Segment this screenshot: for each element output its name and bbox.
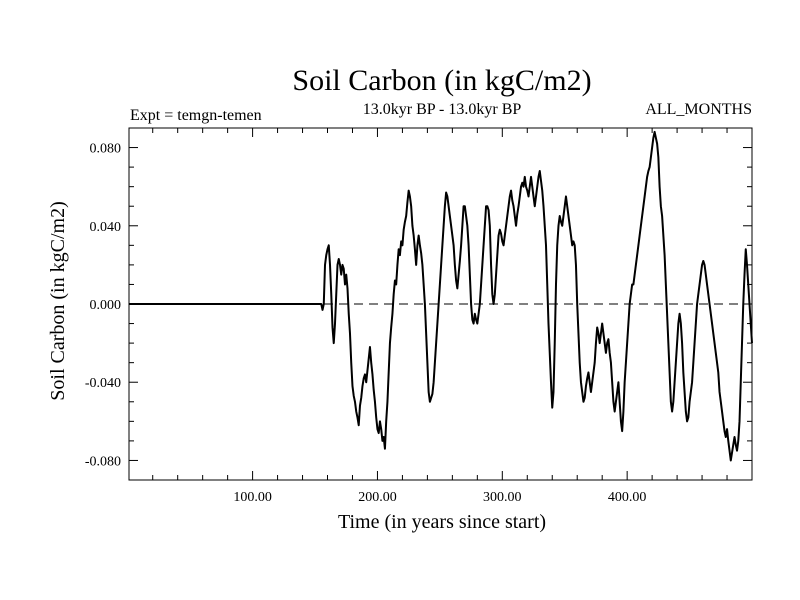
chart-subtitle: 13.0kyr BP - 13.0kyr BP	[363, 101, 522, 118]
x-axis-label: Time (in years since start)	[338, 511, 546, 533]
x-ticks: 100.00 200.00 300.00 400.00	[152, 128, 753, 505]
x-tick-label: 300.00	[483, 490, 522, 505]
y-ticks: 0.080 0.040 0.000 -0.040 -0.080	[85, 142, 752, 469]
y-tick-label: 0.000	[90, 298, 122, 313]
x-tick-label: 200.00	[358, 490, 397, 505]
y-tick-label: -0.040	[85, 376, 121, 391]
y-tick-label: 0.040	[90, 220, 122, 235]
y-tick-label: 0.080	[90, 142, 122, 157]
chart-title: Soil Carbon (in kgC/m2)	[292, 64, 591, 97]
plot-area: 100.00 200.00 300.00 400.00 0.080 0.040 0.000…	[85, 127, 753, 505]
y-tick-label: -0.080	[85, 454, 121, 469]
x-tick-label: 400.00	[608, 490, 647, 505]
x-tick-label: 100.00	[233, 490, 272, 505]
series-line	[129, 130, 753, 462]
y-axis-label: Soil Carbon (in kgC/m2)	[47, 201, 69, 400]
series-group	[129, 130, 753, 462]
chart-experiment-label: Expt = temgn-temen	[130, 107, 262, 124]
chart-period-label: ALL_MONTHS	[645, 101, 752, 118]
